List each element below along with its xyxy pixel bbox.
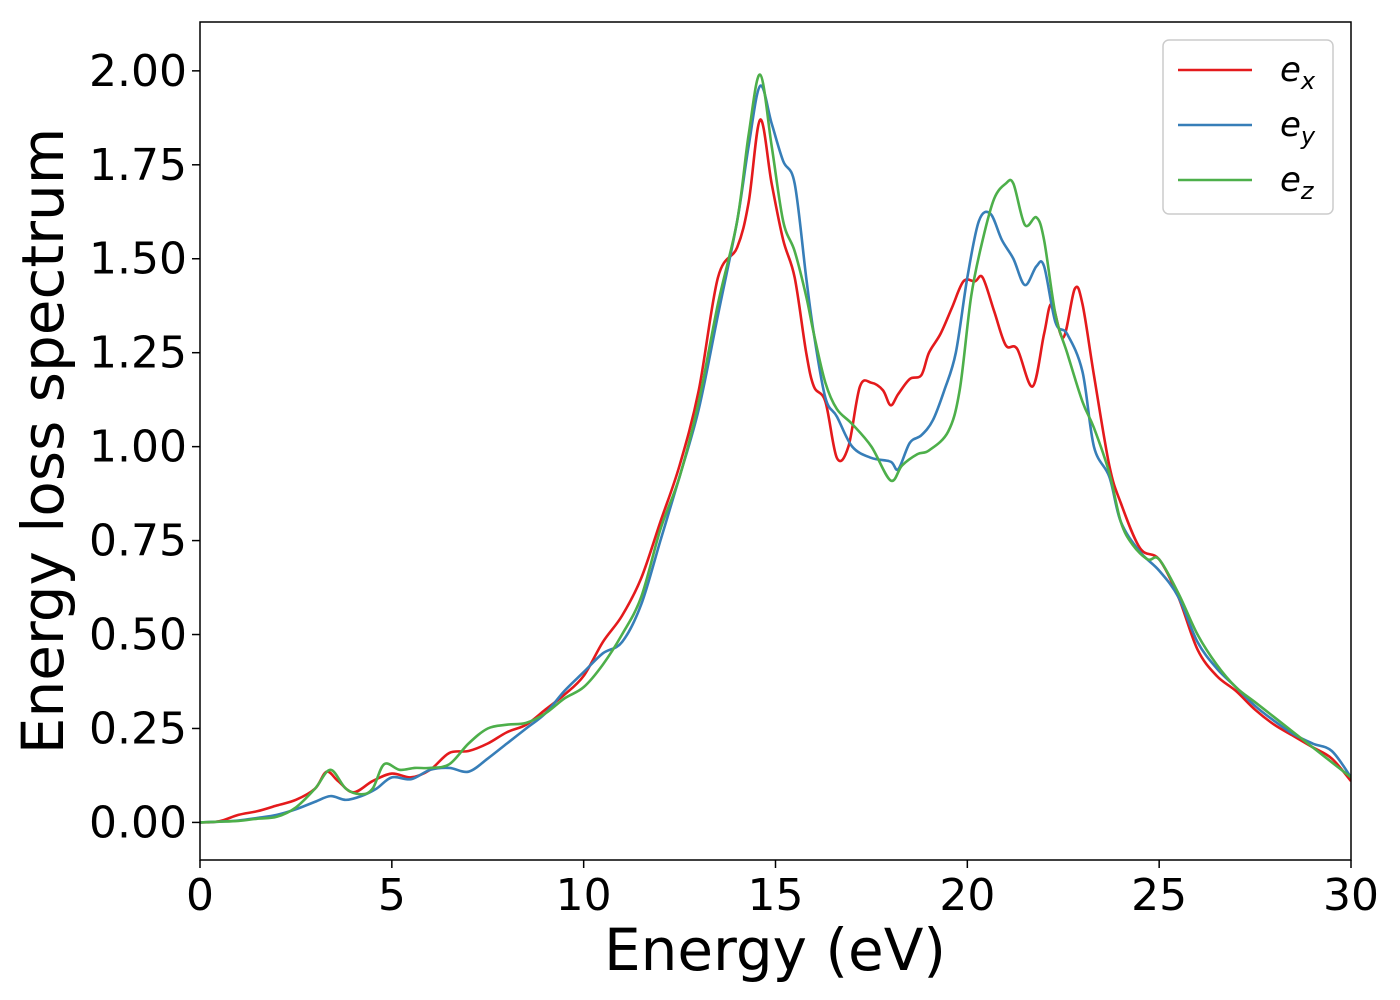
legend-label-y: ey bbox=[1280, 105, 1316, 150]
legend-label-x: ex bbox=[1280, 50, 1316, 95]
series-line-z bbox=[200, 73, 1351, 824]
y-axis-ticks: 0.00 0.25 0.50 0.75 1.00 1.25 1.50 1.75 2.00 bbox=[89, 46, 200, 848]
y-tick-label: 0.00 bbox=[89, 797, 187, 848]
legend-label-z: ez bbox=[1280, 160, 1315, 205]
y-tick-label: 1.75 bbox=[89, 140, 187, 191]
y-tick-label: 2.00 bbox=[89, 46, 187, 97]
y-tick-label: 0.25 bbox=[89, 703, 187, 754]
x-tick-label: 5 bbox=[378, 870, 406, 921]
y-tick-label: 0.75 bbox=[89, 516, 187, 567]
y-tick-label: 1.00 bbox=[89, 422, 187, 473]
x-tick-label: 25 bbox=[1131, 870, 1187, 921]
x-tick-label: 15 bbox=[748, 870, 804, 921]
y-axis-label: Energy loss spectrum bbox=[9, 128, 77, 754]
y-tick-label: 1.50 bbox=[89, 234, 187, 285]
x-tick-label: 30 bbox=[1323, 870, 1379, 921]
x-tick-label: 0 bbox=[186, 870, 214, 921]
x-tick-label: 10 bbox=[556, 870, 612, 921]
series-line-x bbox=[200, 118, 1351, 824]
x-axis-label: Energy (eV) bbox=[604, 916, 946, 984]
legend: ex ey ez bbox=[1162, 39, 1334, 215]
series-lines bbox=[200, 73, 1351, 824]
legend-box bbox=[1162, 39, 1334, 215]
x-tick-label: 20 bbox=[939, 870, 995, 921]
y-tick-label: 0.50 bbox=[89, 610, 187, 661]
x-axis-ticks: 0 5 10 15 20 25 30 bbox=[186, 860, 1379, 921]
y-tick-label: 1.25 bbox=[89, 328, 187, 379]
